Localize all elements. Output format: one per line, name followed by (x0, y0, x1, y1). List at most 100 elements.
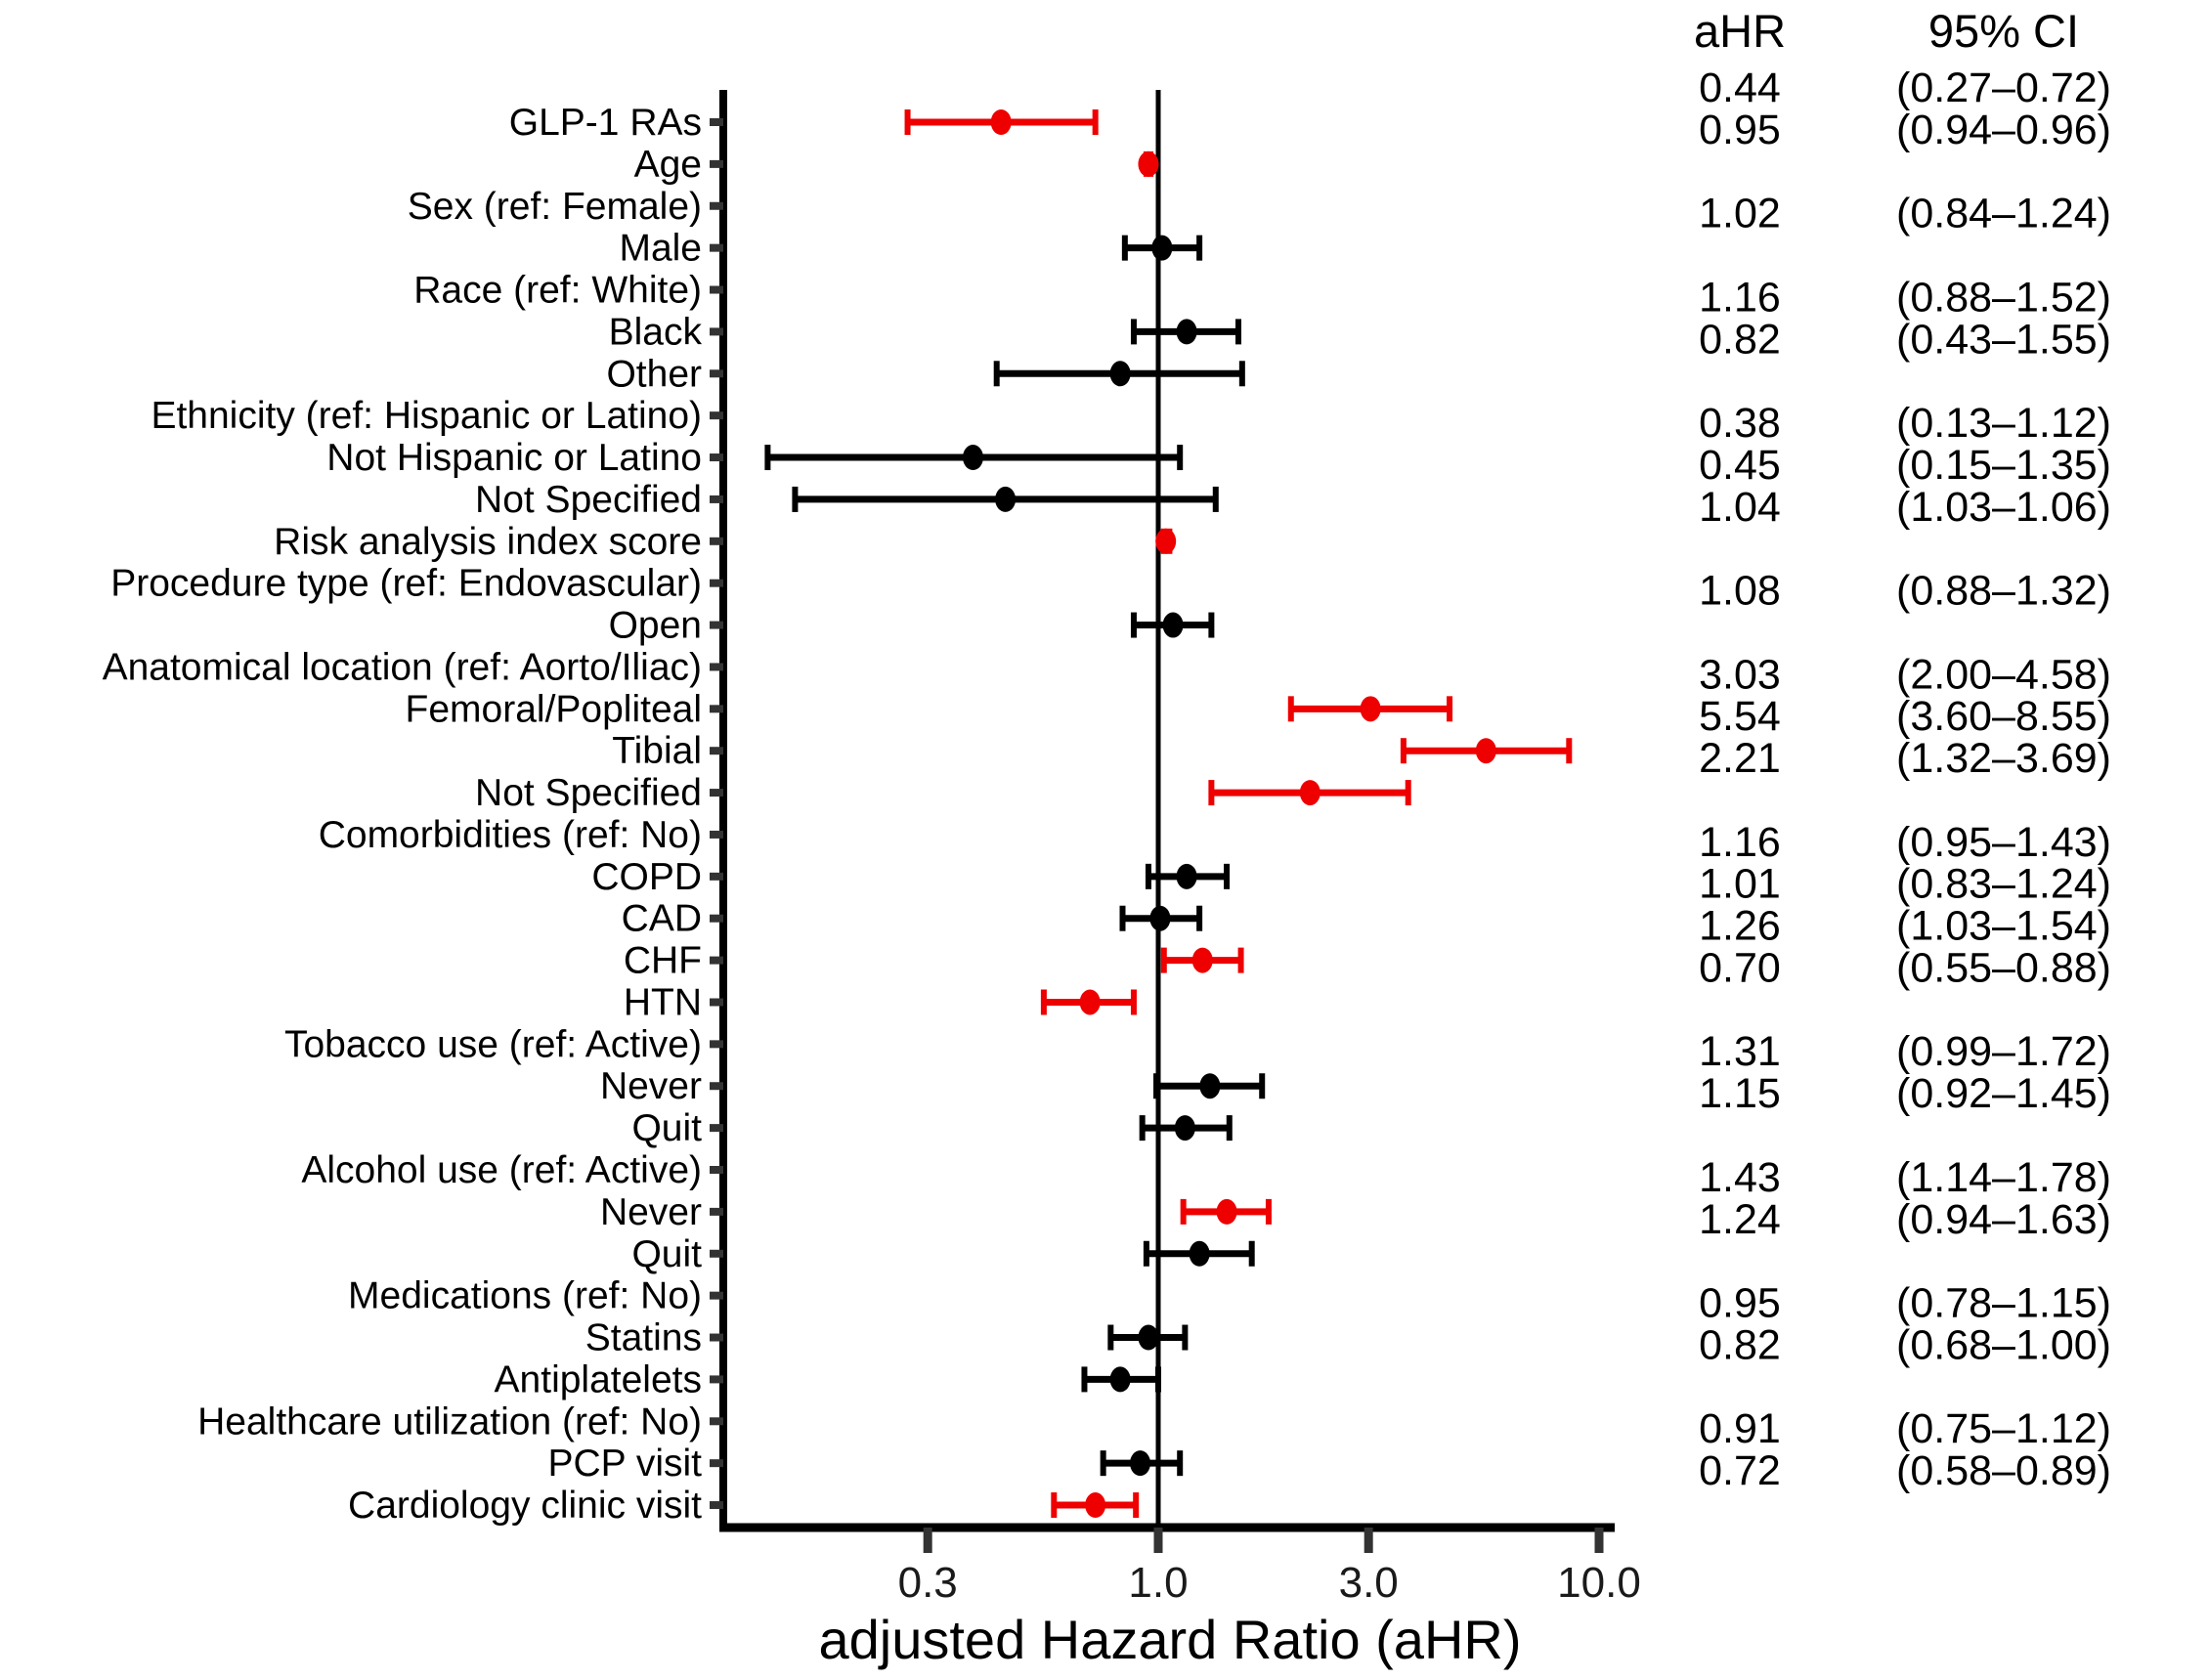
ahr-value-text: 1.24 (1699, 1196, 1781, 1243)
ahr-value-text: 0.91 (1699, 1405, 1781, 1452)
x-tick-label: 10.0 (1557, 1559, 1641, 1607)
row-label: Comorbidities (ref: No) (319, 814, 702, 856)
row-label: Procedure type (ref: Endovascular) (110, 563, 702, 605)
ci-value-text: (0.43–1.55) (1896, 316, 2111, 363)
row-label: HTN (624, 981, 702, 1023)
forest-point (1155, 528, 1177, 554)
ci-value-text: (0.92–1.45) (1896, 1070, 2111, 1117)
row-label: Open (609, 605, 702, 647)
row-label: Sex (ref: Female) (408, 186, 702, 228)
ci-value-text: (0.13–1.12) (1896, 400, 2111, 447)
ci-value-text: (0.75–1.12) (1896, 1405, 2111, 1452)
row-label: Race (ref: White) (413, 270, 702, 312)
ci-column-header: 95% CI (1928, 5, 2079, 57)
ci-value-text: (0.94–0.96) (1896, 107, 2111, 153)
row-label: Tibial (612, 730, 702, 772)
row-label: Femoral/Popliteal (406, 688, 702, 730)
forest-point (1174, 1115, 1195, 1142)
row-label: Not Specified (475, 772, 702, 814)
ci-value-text: (2.00–4.58) (1896, 651, 2111, 698)
row-label: Medications (ref: No) (348, 1275, 702, 1317)
ahr-value-text: 3.03 (1699, 651, 1781, 698)
ahr-value-text: 1.16 (1699, 819, 1781, 866)
ahr-value-text: 0.38 (1699, 400, 1781, 447)
ci-value-text: (3.60–8.55) (1896, 693, 2111, 740)
ci-value-text: (1.14–1.78) (1896, 1154, 2111, 1201)
forest-point (990, 109, 1012, 135)
ahr-value-text: 1.01 (1699, 861, 1781, 908)
row-label: CHF (624, 940, 702, 982)
row-label: Quit (631, 1233, 702, 1275)
forest-point (1109, 1366, 1131, 1393)
plot-layer: 0.3 1.0 3.0 10.0 GLP-1 RAs 0.44 (0.27–0.72) Age… (103, 65, 2111, 1607)
ci-value-text: (0.99–1.72) (1896, 1028, 2111, 1075)
ci-value-text: (0.55–0.88) (1896, 944, 2111, 991)
ci-value-text: (1.03–1.06) (1896, 484, 2111, 531)
ci-value-text: (0.88–1.52) (1896, 274, 2111, 321)
row-label: GLP-1 RAs (509, 102, 702, 144)
forest-point (1109, 361, 1131, 387)
ci-value-text: (0.95–1.43) (1896, 819, 2111, 866)
forest-point (1475, 738, 1496, 764)
forest-point (1138, 1324, 1159, 1351)
forest-point (1162, 612, 1184, 638)
row-label: Never (600, 1065, 702, 1107)
ahr-value-text: 1.16 (1699, 274, 1781, 321)
forest-point (1149, 905, 1171, 931)
row-label: Ethnicity (ref: Hispanic or Latino) (151, 395, 702, 437)
row-label: Never (600, 1191, 702, 1233)
ci-value-text: (0.94–1.63) (1896, 1196, 2111, 1243)
ahr-column-header: aHR (1694, 5, 1786, 57)
forest-point (995, 486, 1017, 512)
x-tick-label: 1.0 (1128, 1559, 1188, 1607)
x-tick-label: 0.3 (898, 1559, 958, 1607)
row-label: Antiplatelets (495, 1358, 702, 1400)
row-label: COPD (591, 856, 702, 898)
ci-value-text: (0.58–0.89) (1896, 1447, 2111, 1494)
row-label: CAD (622, 898, 702, 940)
row-label: Risk analysis index score (274, 521, 702, 563)
row-label: Cardiology clinic visit (348, 1485, 702, 1527)
ahr-value-text: 0.95 (1699, 107, 1781, 153)
ci-value-text: (0.88–1.32) (1896, 568, 2111, 615)
forest-point (1138, 151, 1159, 177)
row-label: Anatomical location (ref: Aorto/Iliac) (103, 646, 702, 688)
ahr-value-text: 1.26 (1699, 903, 1781, 950)
row-label: Alcohol use (ref: Active) (301, 1149, 702, 1191)
ahr-value-text: 0.82 (1699, 316, 1781, 363)
ci-value-text: (0.83–1.24) (1896, 861, 2111, 908)
ahr-value-text: 2.21 (1699, 735, 1781, 782)
row-label: Male (619, 228, 702, 270)
row-label: Not Specified (475, 479, 702, 521)
ci-value-text: (1.32–3.69) (1896, 735, 2111, 782)
row-label: PCP visit (548, 1443, 703, 1485)
row-label: Age (634, 144, 702, 186)
x-axis-title: adjusted Hazard Ratio (aHR) (819, 1609, 1522, 1670)
forest-point (1199, 1073, 1221, 1099)
ahr-value-text: 1.43 (1699, 1154, 1781, 1201)
forest-point (1085, 1492, 1106, 1519)
row-label: Black (609, 311, 703, 353)
row-label: Quit (631, 1107, 702, 1149)
forest-point (1176, 319, 1197, 345)
forest-point (1079, 989, 1101, 1015)
row-label: Healthcare utilization (ref: No) (197, 1400, 702, 1443)
ahr-value-text: 1.31 (1699, 1028, 1781, 1075)
ci-value-text: (1.03–1.54) (1896, 903, 2111, 950)
forest-point (1299, 780, 1320, 806)
forest-point (1151, 235, 1173, 261)
ci-value-text: (0.84–1.24) (1896, 191, 2111, 237)
ahr-value-text: 0.45 (1699, 442, 1781, 489)
ci-value-text: (0.78–1.15) (1896, 1280, 2111, 1327)
forest-point (1176, 863, 1197, 889)
forest-point (1189, 1240, 1210, 1267)
ahr-value-text: 1.04 (1699, 484, 1781, 531)
row-label: Not Hispanic or Latino (326, 437, 702, 479)
ci-value-text: (0.68–1.00) (1896, 1321, 2111, 1368)
forest-point (1130, 1450, 1151, 1477)
x-tick-label: 3.0 (1339, 1559, 1399, 1607)
ci-value-text: (0.15–1.35) (1896, 442, 2111, 489)
ahr-value-text: 0.44 (1699, 65, 1781, 111)
